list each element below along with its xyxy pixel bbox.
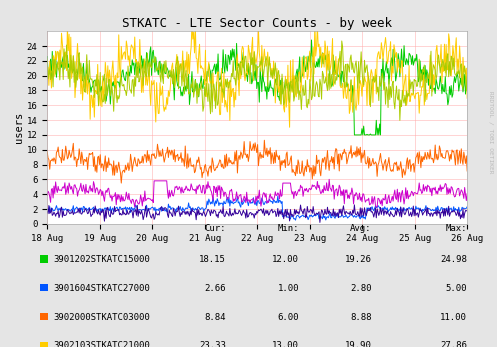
Text: 3902000STKATC03000: 3902000STKATC03000 (54, 313, 151, 322)
Text: 1.00: 1.00 (278, 284, 299, 293)
Y-axis label: users: users (14, 112, 24, 143)
Text: 8.84: 8.84 (205, 313, 226, 322)
Text: 3902103STKATC21000: 3902103STKATC21000 (54, 341, 151, 347)
Text: 6.00: 6.00 (278, 313, 299, 322)
Text: 13.00: 13.00 (272, 341, 299, 347)
Text: Avg:: Avg: (350, 224, 372, 233)
Text: 11.00: 11.00 (440, 313, 467, 322)
Title: STKATC - LTE Sector Counts - by week: STKATC - LTE Sector Counts - by week (122, 17, 392, 30)
Text: Min:: Min: (278, 224, 299, 233)
Text: 18.15: 18.15 (199, 255, 226, 264)
Text: 3901202STKATC15000: 3901202STKATC15000 (54, 255, 151, 264)
Text: 12.00: 12.00 (272, 255, 299, 264)
Text: 19.26: 19.26 (345, 255, 372, 264)
Text: 23.33: 23.33 (199, 341, 226, 347)
Text: 24.98: 24.98 (440, 255, 467, 264)
Text: 8.88: 8.88 (350, 313, 372, 322)
Text: 27.86: 27.86 (440, 341, 467, 347)
Text: 2.66: 2.66 (205, 284, 226, 293)
Text: 2.80: 2.80 (350, 284, 372, 293)
Text: 19.90: 19.90 (345, 341, 372, 347)
Text: Max:: Max: (446, 224, 467, 233)
Text: 5.00: 5.00 (446, 284, 467, 293)
Text: Cur:: Cur: (205, 224, 226, 233)
Text: RRDTOOL / TOBI OETIKER: RRDTOOL / TOBI OETIKER (489, 91, 494, 173)
Text: 3901604STKATC27000: 3901604STKATC27000 (54, 284, 151, 293)
